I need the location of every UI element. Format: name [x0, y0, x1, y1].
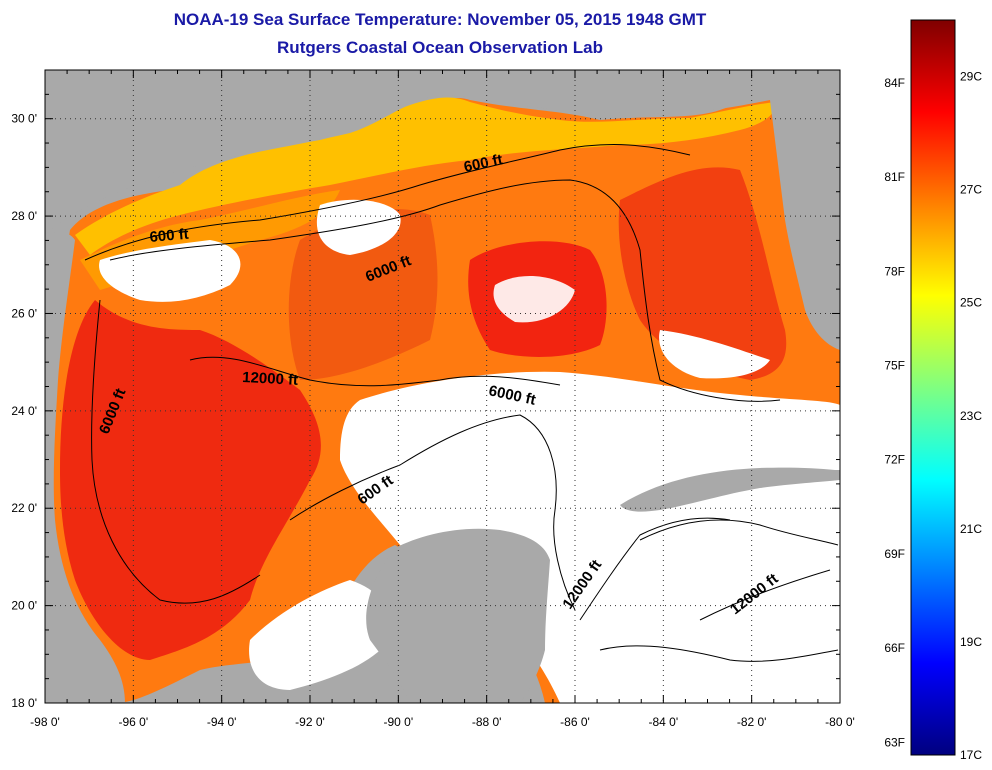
lat-tick-label: 18 0': [11, 696, 37, 710]
lat-tick-label: 26 0': [11, 306, 37, 320]
lat-tick-label: 24 0': [11, 404, 37, 418]
bathymetry-contours: [84, 144, 839, 662]
cloud-southern-gulf: [340, 371, 840, 703]
cloud-east-shelf: [659, 330, 770, 379]
coastal-cool-band: [75, 97, 776, 255]
colorbar-f-label: 81F: [884, 170, 905, 184]
cloud-west-shelf: [99, 240, 241, 302]
colorbar-f-label: 66F: [884, 641, 905, 655]
colorbar-f-label: 75F: [884, 359, 905, 373]
lon-tick-label: -92 0': [295, 715, 325, 729]
florida-land: [770, 70, 840, 350]
yucatan-land: [366, 528, 550, 703]
map-title: NOAA-19 Sea Surface Temperature: Novembe…: [173, 10, 707, 29]
lon-tick-label: -82 0': [737, 715, 767, 729]
contour-cuba-shelf: [639, 519, 839, 546]
lat-tick-label: 30 0': [11, 112, 37, 126]
plot-area: 600 ft 600 ft 6000 ft 12000 ft 6000 ft 6…: [45, 70, 840, 703]
colorbar: [910, 19, 956, 756]
contour-caribbean: [599, 645, 839, 662]
contour-12000ft-yucatan: [579, 517, 731, 621]
colorbar-c-label: 23C: [960, 409, 982, 423]
lon-tick-label: -94 0': [207, 715, 237, 729]
lon-tick-label: -80 0': [825, 715, 855, 729]
cuba-land: [620, 467, 840, 512]
warm-region-west: [60, 300, 321, 660]
cloud-eddy: [493, 275, 575, 323]
lon-tick-label: -88 0': [472, 715, 502, 729]
lon-tick-label: -86 0': [560, 715, 590, 729]
northern-coast-land: [45, 70, 770, 235]
colorbar-f-label: 72F: [884, 453, 905, 467]
colorbar-c-label: 29C: [960, 70, 982, 84]
contour-12000ft: [189, 356, 561, 387]
latitude-tick-labels: 18 0' 20 0' 22 0' 24 0' 26 0' 28 0' 30 0': [11, 112, 37, 710]
contour-6000ft-west: [91, 299, 261, 604]
contour-12000ft-cuba: [699, 569, 831, 621]
contour-label: 600 ft: [149, 226, 190, 246]
colorbar-c-label: 27C: [960, 183, 982, 197]
lat-lon-grid: [45, 70, 840, 703]
cloud-north-central: [316, 199, 401, 255]
longitude-tick-labels: -98 0' -96 0' -94 0' -92 0' -90 0' -88 0' -86 …: [30, 715, 855, 729]
lon-tick-label: -98 0': [30, 715, 60, 729]
colorbar-celsius-labels: 17C 19C 21C 23C 25C 27C 29C: [960, 70, 982, 762]
contour-label: 12000 ft: [242, 369, 299, 389]
colorbar-f-label: 63F: [884, 735, 905, 749]
contour-6000ft-loop: [109, 179, 781, 402]
lon-tick-label: -84 0': [649, 715, 679, 729]
lon-tick-label: -90 0': [384, 715, 414, 729]
colorbar-c-label: 21C: [960, 522, 982, 536]
lat-tick-label: 20 0': [11, 599, 37, 613]
mexico-land: [45, 232, 125, 703]
contour-600ft-north: [84, 144, 691, 261]
axis-ticks: [44, 69, 841, 704]
warm-region-central: [288, 209, 438, 380]
colorbar-c-label: 17C: [960, 748, 982, 762]
lon-tick-label: -96 0': [119, 715, 149, 729]
contour-600ft-south: [289, 414, 576, 611]
cloud-bay-campeche: [249, 580, 391, 690]
colorbar-f-label: 69F: [884, 547, 905, 561]
colorbar-c-label: 25C: [960, 296, 982, 310]
colorbar-f-label: 84F: [884, 76, 905, 90]
colorbar-fahrenheit-labels: 63F 66F 69F 72F 75F 78F 81F 84F: [884, 76, 905, 750]
lat-tick-label: 22 0': [11, 501, 37, 515]
colorbar-c-label: 19C: [960, 635, 982, 649]
colorbar-f-label: 78F: [884, 264, 905, 278]
lat-tick-label: 28 0': [11, 209, 37, 223]
warm-region-east: [618, 167, 787, 380]
map-subtitle: Rutgers Coastal Ocean Observation Lab: [277, 38, 603, 57]
